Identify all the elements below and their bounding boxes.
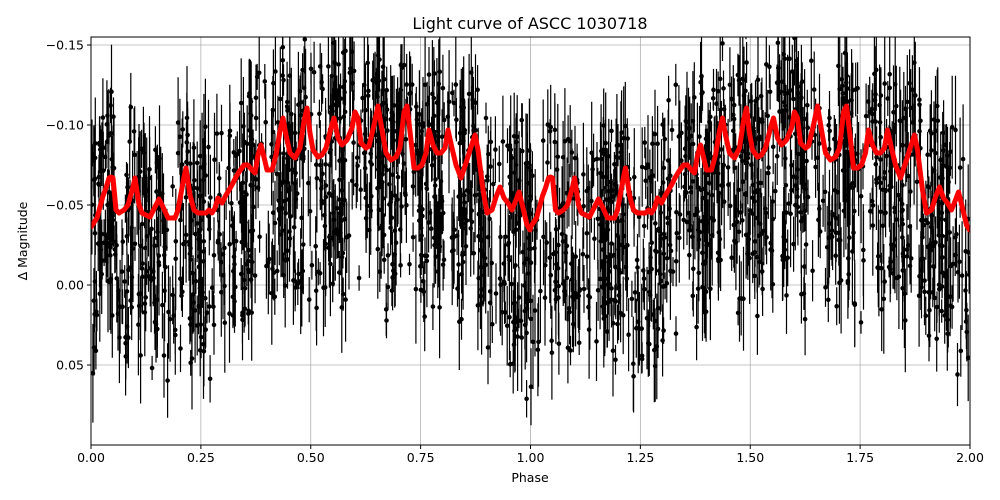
x-tick-label: 1.50 (736, 450, 764, 465)
y-tick-label: 0.00 (56, 278, 84, 293)
model-curve (91, 103, 970, 233)
chart-title: Light curve of ASCC 1030718 (412, 14, 647, 33)
y-axis-ticks: −0.15 −0.10 −0.05 0.00 0.05 (46, 38, 91, 373)
x-tick-label: 1.00 (517, 450, 545, 465)
y-tick-label: −0.05 (46, 198, 84, 213)
y-axis-label: Δ Magnitude (15, 201, 30, 280)
x-tick-label: 0.00 (77, 450, 105, 465)
y-tick-label: −0.10 (46, 118, 84, 133)
x-tick-label: 0.75 (407, 450, 435, 465)
x-tick-label: 0.50 (297, 450, 325, 465)
y-tick-label: 0.05 (56, 358, 84, 373)
x-tick-label: 1.25 (626, 450, 654, 465)
x-tick-label: 1.75 (846, 450, 874, 465)
x-axis-ticks: 0.00 0.25 0.50 0.75 1.00 1.25 1.50 1.75 2.00 (77, 445, 984, 465)
x-axis-label: Phase (511, 470, 549, 485)
y-tick-label: −0.15 (46, 38, 84, 53)
x-tick-label: 2.00 (956, 450, 984, 465)
x-tick-label: 0.25 (187, 450, 215, 465)
